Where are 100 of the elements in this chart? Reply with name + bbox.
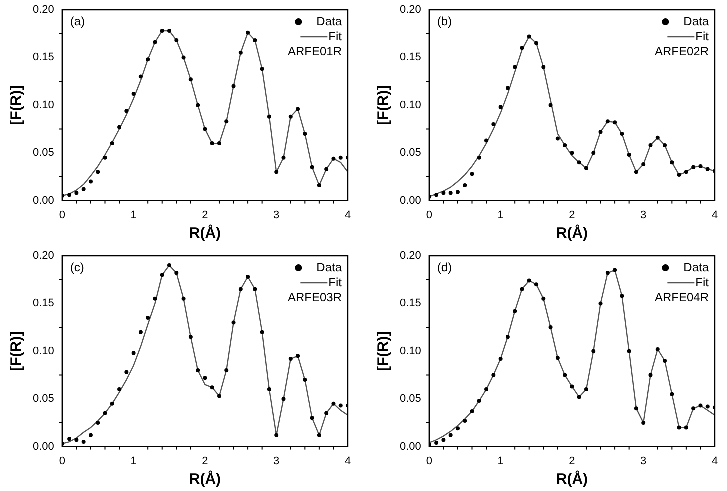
point: [88, 180, 93, 184]
point: [527, 278, 532, 282]
y-tick-label: 0.15: [400, 52, 422, 64]
point: [598, 130, 603, 134]
x-tick-label: 2: [569, 454, 576, 467]
point: [203, 127, 208, 132]
y-tick-label: 0.05: [400, 392, 422, 405]
point: [448, 191, 453, 196]
point: [338, 403, 343, 408]
point: [634, 170, 638, 174]
point: [613, 120, 618, 125]
point: [456, 426, 460, 430]
x-tick-label: 4: [344, 454, 352, 467]
annotation: (d): [437, 260, 452, 274]
point: [260, 330, 264, 334]
point: [527, 34, 532, 39]
x-tick-label: 1: [498, 209, 504, 222]
point: [698, 403, 703, 408]
point: [634, 406, 638, 410]
y-tick-label: 0.00: [400, 194, 422, 207]
point: [282, 156, 286, 160]
point: [253, 38, 258, 43]
point: [592, 348, 596, 353]
point: [577, 394, 582, 399]
y-tick-label: 0.20: [400, 250, 422, 262]
point: [110, 142, 114, 146]
point: [548, 325, 553, 330]
legend-label: Data: [684, 260, 710, 274]
point: [288, 114, 293, 119]
point: [217, 142, 222, 146]
point: [434, 193, 439, 198]
point: [310, 165, 314, 170]
x-tick-label: 1: [498, 454, 504, 467]
x-tick-label: 2: [202, 454, 208, 467]
legend-label: Fit: [696, 274, 710, 289]
point: [217, 394, 222, 398]
point: [648, 372, 653, 377]
point: [520, 46, 524, 50]
y-axis-title: [F(R)]: [8, 330, 26, 371]
point: [506, 334, 510, 339]
y-tick-label: 0.05: [32, 392, 54, 405]
point: [534, 282, 539, 286]
x-tick-label: 3: [640, 209, 647, 222]
point: [456, 190, 460, 194]
point: [288, 356, 293, 361]
x-tick-label: 0: [426, 209, 432, 222]
x-tick-label: 4: [344, 209, 352, 222]
point: [168, 263, 172, 268]
point: [642, 162, 646, 167]
point: [196, 103, 200, 108]
point: [303, 378, 308, 382]
point: [698, 164, 703, 168]
y-tick-label: 0.05: [400, 147, 422, 160]
point: [656, 136, 660, 140]
x-tick-label: 2: [202, 209, 208, 222]
x-tick-label: 1: [130, 209, 137, 222]
y-tick-label: 0.10: [400, 99, 422, 112]
point: [470, 172, 474, 176]
point: [103, 410, 108, 415]
point: [124, 109, 129, 114]
point: [146, 316, 150, 320]
point: [260, 67, 264, 72]
annotation: ARFE01R: [288, 44, 342, 58]
point: [570, 384, 574, 388]
point: [188, 334, 193, 339]
point: [296, 354, 300, 358]
point: [442, 438, 446, 442]
point: [332, 156, 336, 161]
point: [138, 330, 143, 334]
y-axis-title: [F(R)]: [375, 85, 392, 126]
point: [332, 401, 336, 406]
point: [556, 356, 560, 360]
point: [477, 398, 482, 403]
point: [448, 432, 453, 437]
point: [224, 120, 229, 124]
point: [96, 170, 100, 174]
point: [118, 387, 122, 392]
point: [246, 30, 250, 35]
point: [324, 410, 329, 415]
point: [174, 270, 179, 275]
point: [570, 151, 574, 156]
point: [670, 392, 674, 396]
point: [492, 122, 496, 126]
point: [706, 404, 710, 408]
x-tick-label: 3: [640, 454, 647, 467]
point: [498, 356, 503, 361]
point: [160, 28, 164, 33]
y-tick-label: 0.10: [400, 344, 422, 357]
point: [692, 165, 696, 170]
point: [74, 438, 79, 442]
y-tick-label: 0.05: [32, 147, 54, 160]
point: [534, 41, 539, 46]
y-axis-title: [F(R)]: [8, 85, 26, 126]
point: [648, 143, 653, 148]
point: [153, 40, 158, 44]
point: [606, 120, 610, 124]
annotation: (c): [70, 260, 84, 274]
point: [82, 440, 86, 444]
point: [598, 301, 603, 306]
x-axis-title: R(Å): [556, 224, 588, 242]
